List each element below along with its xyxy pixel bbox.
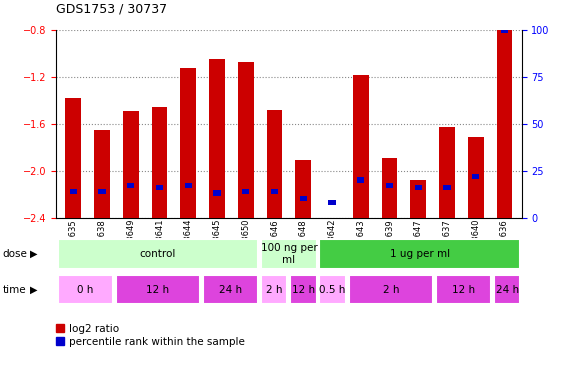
Bar [415, 185, 422, 190]
Bar [242, 189, 250, 194]
Bar [203, 275, 259, 304]
Bar [266, 110, 282, 218]
Bar [319, 275, 346, 304]
Text: 2 h: 2 h [383, 285, 399, 295]
Bar [156, 185, 163, 190]
Bar [353, 75, 369, 217]
Bar [70, 189, 77, 194]
Bar [386, 183, 393, 188]
Bar [472, 174, 479, 179]
Bar [99, 189, 105, 194]
Text: ▶: ▶ [30, 285, 37, 295]
Bar [209, 59, 225, 217]
Bar [357, 177, 364, 183]
Bar [291, 275, 316, 304]
Bar [436, 275, 491, 304]
Bar [261, 275, 287, 304]
Text: 12 h: 12 h [292, 285, 315, 295]
Bar [58, 239, 259, 269]
Bar [410, 180, 426, 218]
Bar [300, 196, 307, 201]
Bar [496, 30, 512, 217]
Text: 12 h: 12 h [452, 285, 475, 295]
Bar [296, 160, 311, 218]
Bar [238, 62, 254, 217]
Text: 12 h: 12 h [146, 285, 169, 295]
Bar [94, 130, 110, 218]
Text: 0 h: 0 h [77, 285, 93, 295]
Bar [468, 136, 484, 218]
Text: time: time [3, 285, 26, 295]
Bar [123, 111, 139, 218]
Text: 0.5 h: 0.5 h [319, 285, 346, 295]
Text: 1 ug per ml: 1 ug per ml [390, 249, 450, 259]
Bar [116, 275, 200, 304]
Bar [185, 183, 192, 188]
Bar [328, 200, 335, 205]
Bar [181, 68, 196, 218]
Text: 2 h: 2 h [266, 285, 283, 295]
Bar [319, 239, 520, 269]
Bar [261, 239, 316, 269]
Bar [443, 185, 450, 190]
Bar [381, 158, 397, 218]
Text: 100 ng per
ml: 100 ng per ml [260, 243, 318, 265]
Bar [348, 275, 433, 304]
Bar [58, 275, 113, 304]
Text: 24 h: 24 h [219, 285, 242, 295]
Bar [439, 127, 455, 218]
Bar [127, 183, 135, 188]
Text: control: control [140, 249, 176, 259]
Text: GDS1753 / 30737: GDS1753 / 30737 [56, 2, 167, 15]
Bar [324, 217, 340, 220]
Text: dose: dose [3, 249, 27, 259]
Bar [214, 190, 220, 196]
Bar [151, 107, 168, 218]
Text: 24 h: 24 h [495, 285, 519, 295]
Bar [494, 275, 520, 304]
Legend: log2 ratio, percentile rank within the sample: log2 ratio, percentile rank within the s… [56, 324, 245, 347]
Bar [66, 98, 81, 218]
Bar [501, 27, 508, 33]
Bar [271, 189, 278, 194]
Text: ▶: ▶ [30, 249, 37, 259]
